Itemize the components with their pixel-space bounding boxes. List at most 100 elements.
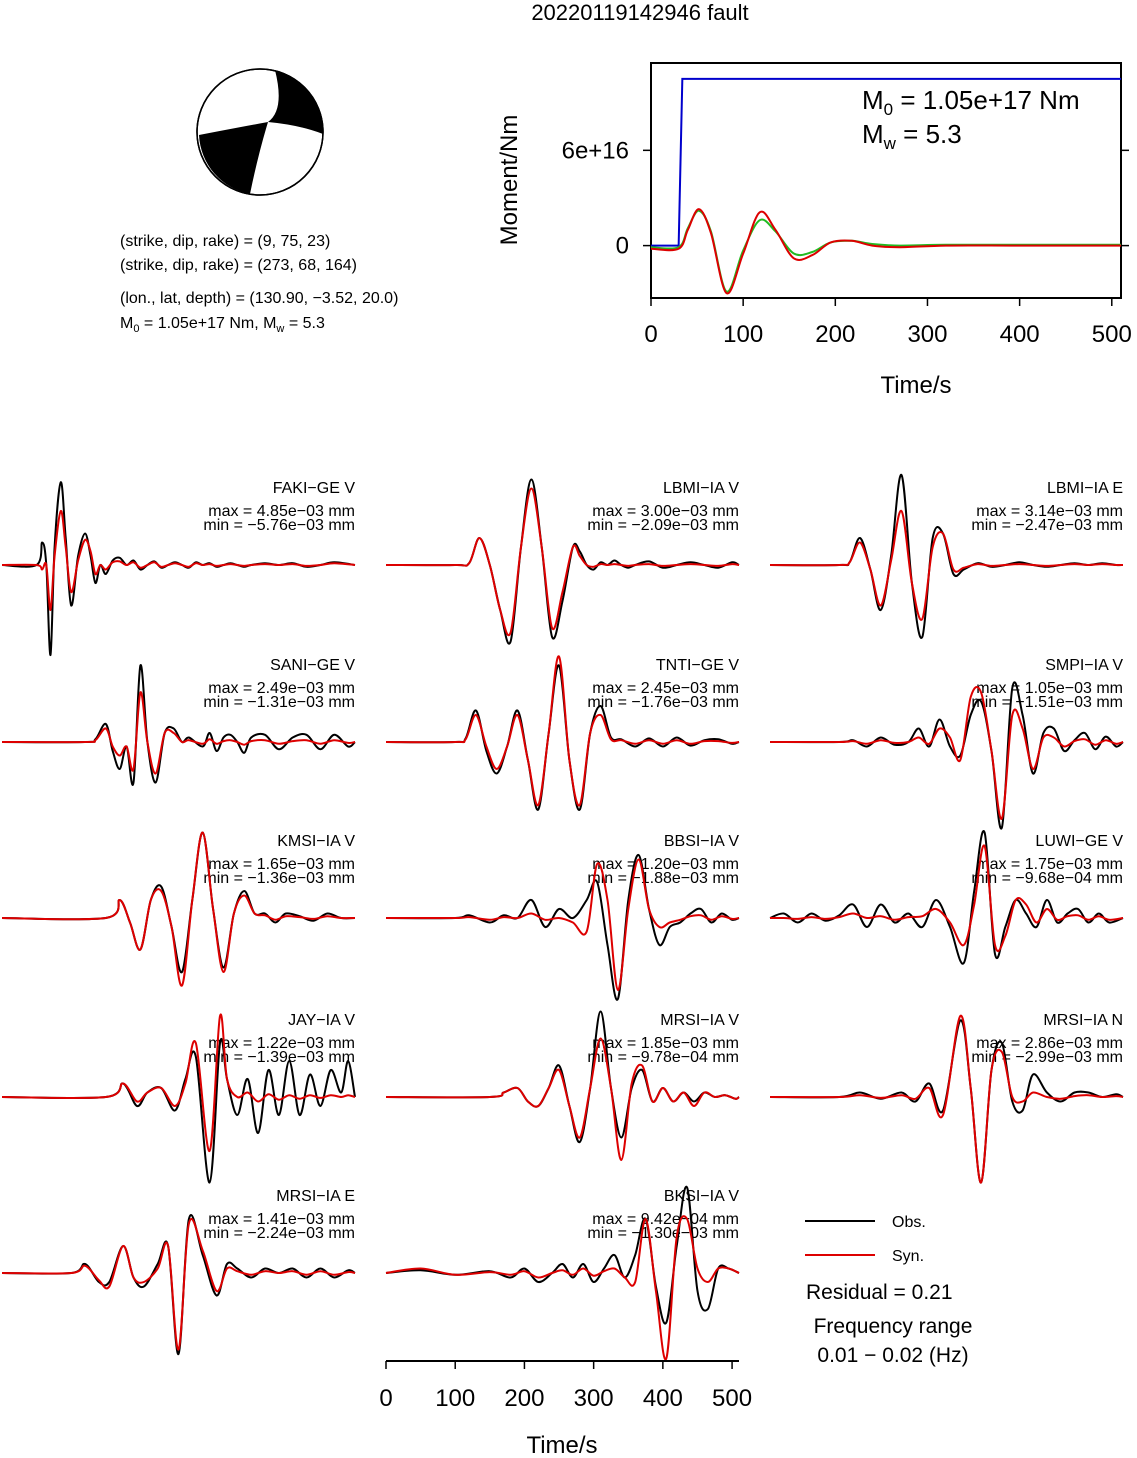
station-max: max = 9.42e−04 mm — [592, 1211, 739, 1228]
beachball-params: (strike, dip, rake) = (9, 75, 23) (strik… — [120, 233, 398, 335]
moment-annotation-m0: M0 = 1.05e+17 Nm — [862, 85, 1080, 119]
obs-trace — [385, 853, 740, 1001]
moment-y-tick-label: 6e+16 — [562, 137, 629, 164]
station-max: max = 3.00e−03 mm — [592, 503, 739, 520]
cumulative-moment-line — [651, 77, 1121, 247]
station-min: min = −1.39e−03 mm — [203, 1049, 355, 1066]
syn-trace — [769, 844, 1124, 952]
station-label: MRSI−IA N — [1043, 1012, 1123, 1029]
station-min: min = −1.88e−03 mm — [587, 870, 739, 887]
moment-rate-red-line — [650, 208, 1121, 295]
station-max: max = 1.85e−03 mm — [592, 1035, 739, 1052]
station-min: min = −9.78e−04 mm — [587, 1049, 739, 1066]
syn-trace — [1, 831, 356, 987]
beachball-compression-quadrant — [268, 70, 324, 134]
station-min: min = −1.51e−03 mm — [971, 694, 1123, 711]
station-max: max = 4.85e−03 mm — [208, 503, 355, 520]
obs-trace — [385, 1185, 740, 1325]
figure-title: 20220119142946 fault — [531, 0, 748, 25]
syn-trace — [1, 1013, 356, 1153]
station-max: max = 2.45e−03 mm — [592, 680, 739, 697]
station-label: LBMI−IA V — [663, 480, 739, 497]
waveform-x-axis: 0 100 200 300 400 500 — [379, 1360, 752, 1412]
syn-trace — [769, 686, 1124, 820]
station-label: TNTI−GE V — [656, 657, 739, 674]
beachball-compression-quadrant — [199, 122, 268, 194]
station-min: min = −1.30e−03 mm — [587, 1225, 739, 1242]
station-min: min = −1.31e−03 mm — [203, 694, 355, 711]
station-label: SMPI−IA V — [1045, 657, 1123, 674]
syn-trace — [769, 509, 1124, 621]
wave-x-tick-label: 200 — [504, 1385, 544, 1412]
station-label: JAY−IA V — [288, 1012, 355, 1029]
station-min: min = −2.47e−03 mm — [971, 517, 1123, 534]
moment-x-tick-label: 300 — [907, 321, 947, 348]
freq-range-value: 0.01 − 0.02 (Hz) — [817, 1344, 968, 1367]
moment-x-label: Time/s — [880, 372, 951, 399]
obs-trace — [1, 831, 356, 974]
wave-x-tick-label: 500 — [712, 1385, 752, 1412]
station-max: max = 1.22e−03 mm — [208, 1035, 355, 1052]
moment-y-tick-label: 0 — [616, 233, 629, 260]
station-min: min = −9.68e−04 mm — [971, 870, 1123, 887]
syn-trace — [385, 858, 740, 992]
station-label: LUWI−GE V — [1035, 833, 1123, 850]
station-min: min = −2.24e−03 mm — [203, 1225, 355, 1242]
location-text: (lon., lat, depth) = (130.90, −3.52, 20.… — [120, 290, 398, 307]
moment-x-tick-label: 0 — [644, 321, 657, 348]
moment-rate-green-line — [650, 209, 1121, 293]
station-label: BBSI−IA V — [664, 833, 739, 850]
moment-text: M0 = 1.05e+17 Nm, Mw = 5.3 — [120, 315, 325, 335]
legend-obs-label: Obs. — [892, 1214, 926, 1231]
station-label: MRSI−IA V — [660, 1012, 739, 1029]
station-label: MRSI−IA E — [276, 1188, 355, 1205]
obs-trace — [769, 473, 1124, 640]
syn-trace — [385, 1037, 740, 1162]
residual-text: Residual = 0.21 — [806, 1281, 953, 1304]
obs-trace — [769, 830, 1124, 965]
legend-syn-label: Syn. — [892, 1248, 924, 1265]
station-min: min = −1.36e−03 mm — [203, 870, 355, 887]
wave-x-tick-label: 0 — [379, 1385, 392, 1412]
moment-annotation-mw: Mw = 5.3 — [862, 119, 962, 153]
station-min: min = −2.99e−03 mm — [971, 1049, 1123, 1066]
station-max: max = 1.41e−03 mm — [208, 1211, 355, 1228]
moment-y-label: Moment/Nm — [496, 115, 523, 246]
station-min: min = −1.76e−03 mm — [587, 694, 739, 711]
obs-trace — [1, 664, 356, 786]
beachball-border — [196, 68, 324, 196]
station-label: KMSI−IA V — [277, 833, 355, 850]
moment-chart-frame — [650, 62, 1122, 299]
moment-chart: 0 100 200 300 400 500 0 6e+16 Time/s Moment/Nm M0 … — [496, 62, 1132, 399]
station-max: max = 2.86e−03 mm — [976, 1035, 1123, 1052]
plane1-text: (strike, dip, rake) = (9, 75, 23) — [120, 233, 330, 250]
station-label: SANI−GE V — [270, 657, 355, 674]
station-max: max = 2.49e−03 mm — [208, 680, 355, 697]
station-max: max = 1.20e−03 mm — [592, 856, 739, 873]
legend: Obs. Syn. Residual = 0.21 Frequency rang… — [805, 1214, 972, 1367]
syn-trace — [385, 655, 740, 807]
freq-range-title: Frequency range — [814, 1315, 973, 1338]
wave-x-tick-label: 100 — [435, 1385, 475, 1412]
syn-trace — [1, 1218, 356, 1351]
beachball — [196, 68, 324, 196]
syn-trace — [385, 1215, 740, 1361]
station-min: min = −5.76e−03 mm — [203, 517, 355, 534]
station-max: max = 3.14e−03 mm — [976, 503, 1123, 520]
station-max: max = 1.65e−03 mm — [208, 856, 355, 873]
wave-x-tick-label: 300 — [574, 1385, 614, 1412]
